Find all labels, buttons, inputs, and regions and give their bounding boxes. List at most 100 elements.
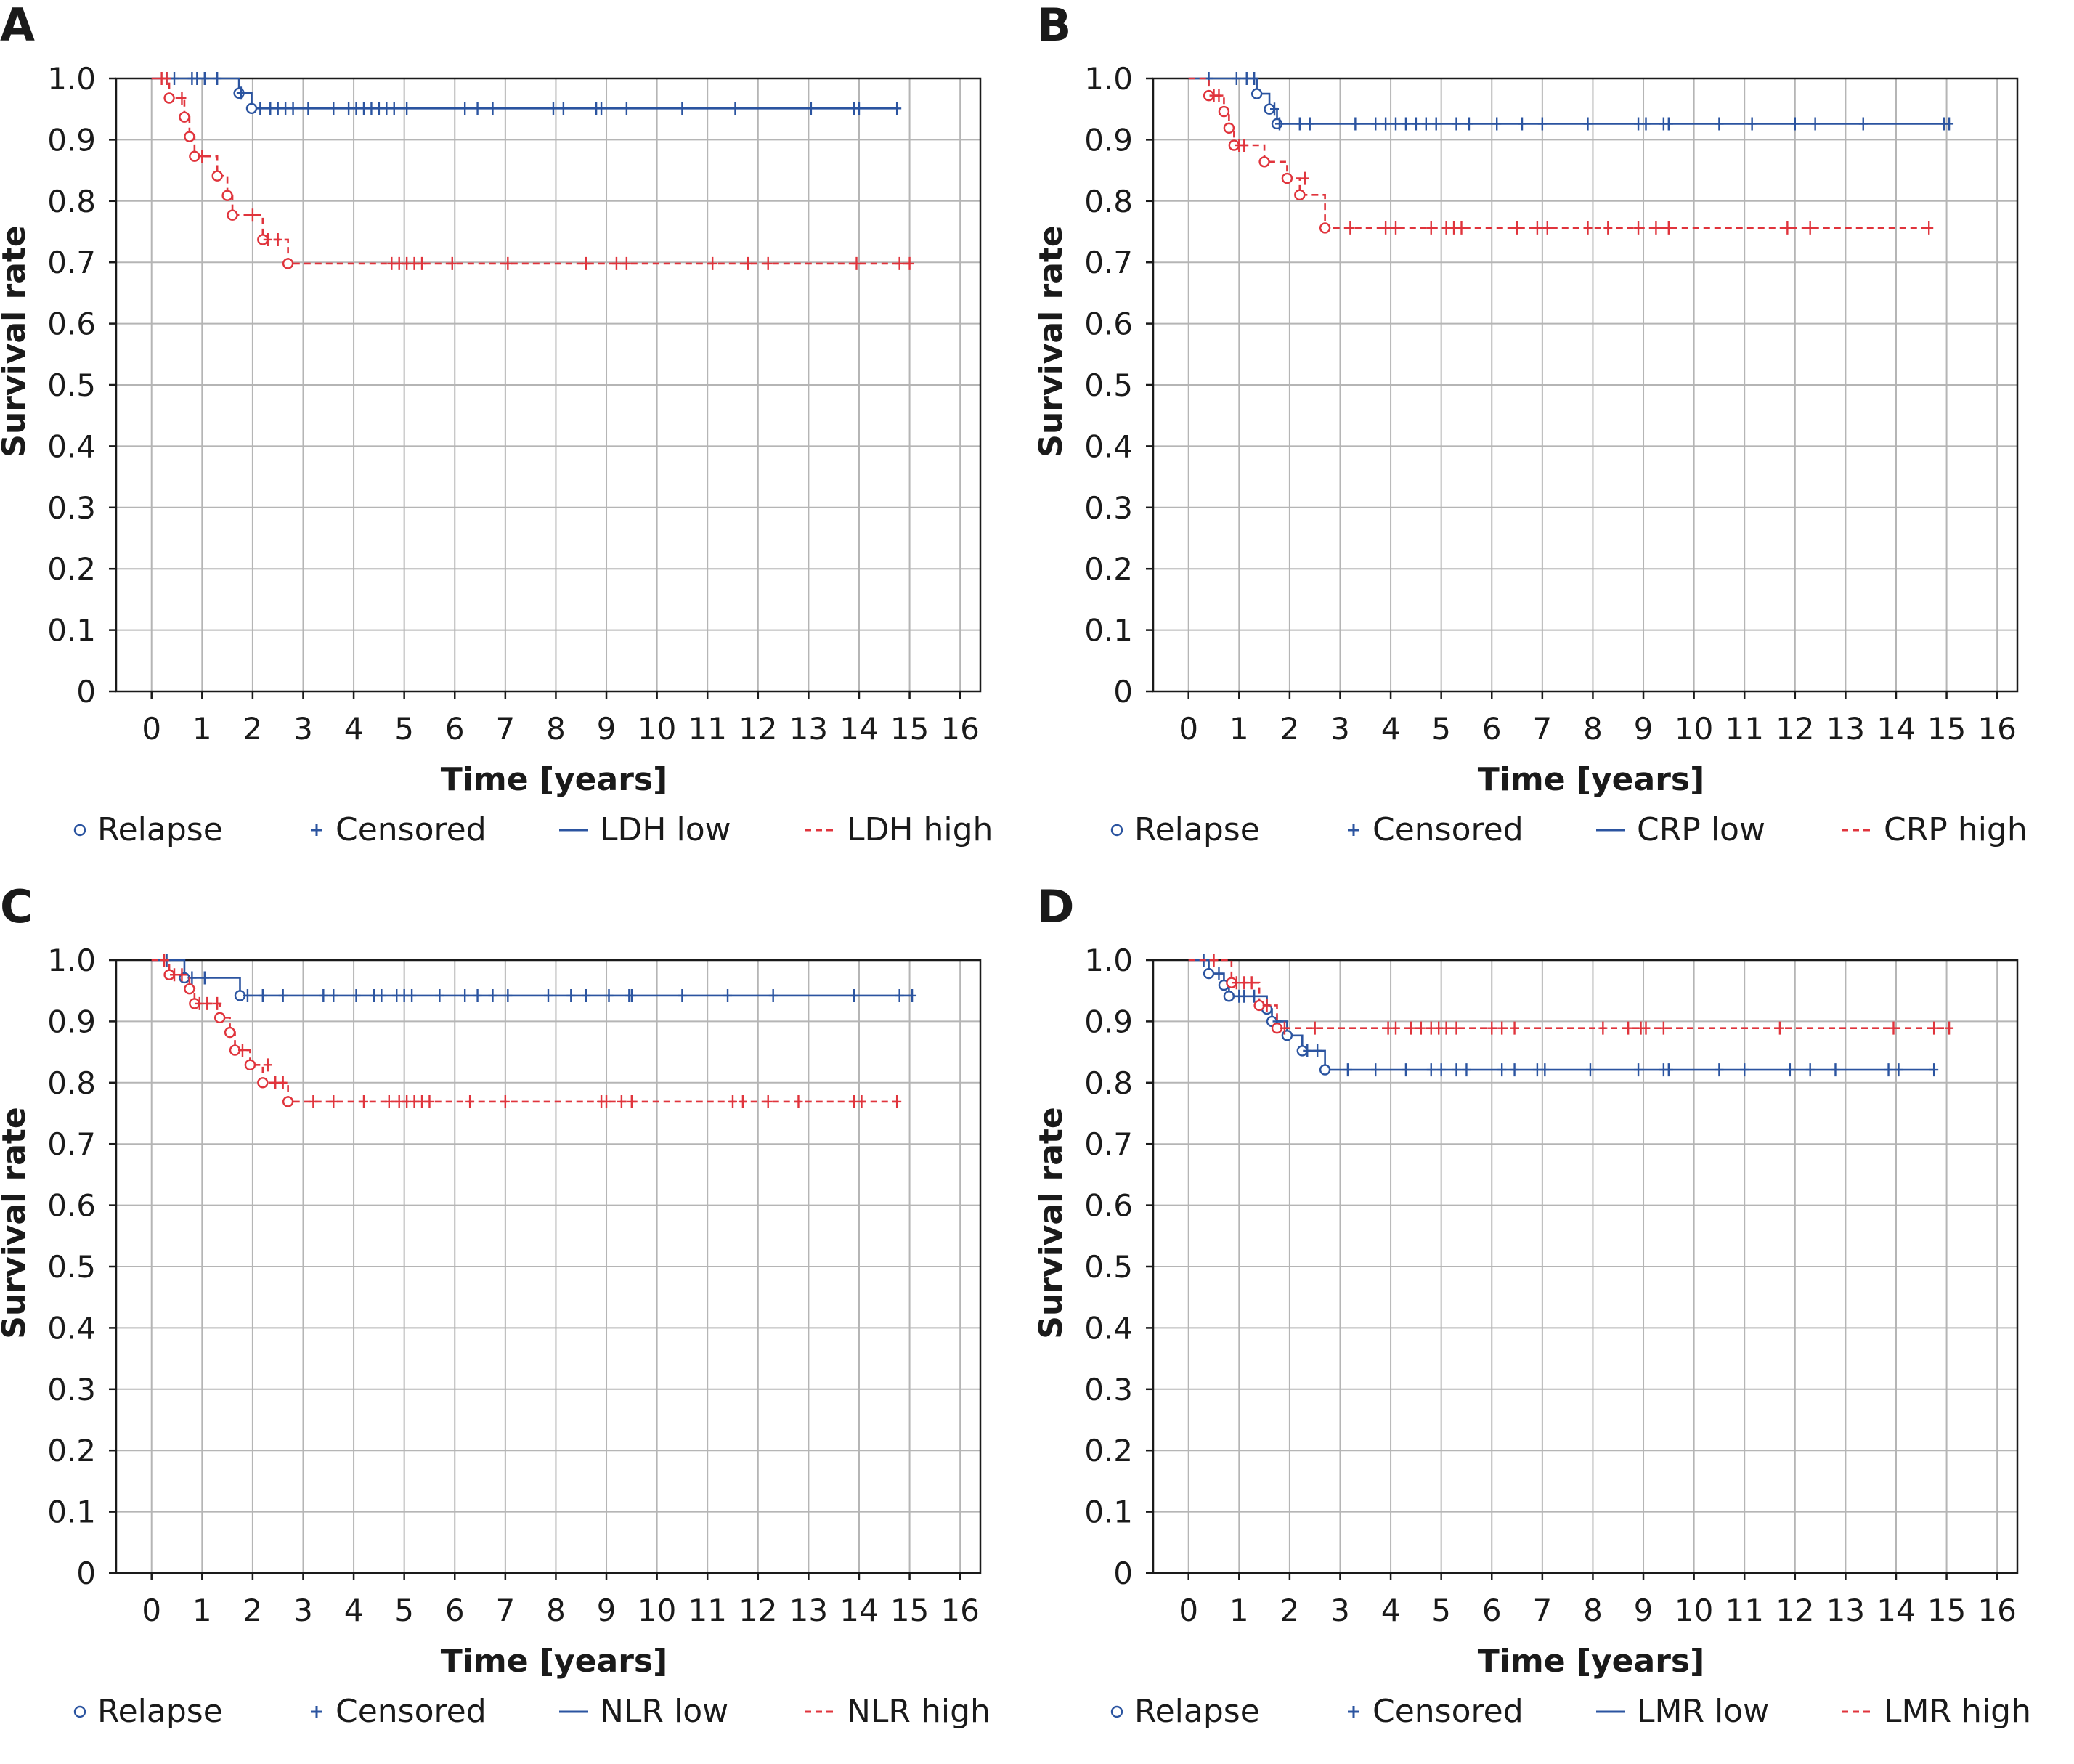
censored-marker xyxy=(892,102,902,115)
x-tick-label: 14 xyxy=(1876,711,1915,747)
censored-marker xyxy=(200,72,209,85)
relapse-marker xyxy=(257,1077,269,1089)
censored-marker xyxy=(382,102,391,115)
y-axis-title: Survival rate xyxy=(1037,1107,1070,1339)
relapse-marker xyxy=(221,190,233,201)
censored-marker xyxy=(1805,1063,1815,1077)
censored-marker xyxy=(198,150,207,163)
legend-high-label: CRP high xyxy=(1884,811,2028,848)
y-tick-label: 0.1 xyxy=(1084,1495,1133,1530)
censored-marker xyxy=(743,256,752,270)
legend-high-label: NLR high xyxy=(847,1693,991,1730)
censored-marker xyxy=(1510,1021,1519,1035)
x-tick-label: 9 xyxy=(1634,1593,1654,1628)
censored-marker xyxy=(738,1094,747,1108)
censored-marker xyxy=(1421,117,1431,131)
x-tick-label: 0 xyxy=(142,1593,161,1628)
censored-marker xyxy=(1371,1063,1380,1077)
y-tick-label: 0 xyxy=(1113,674,1133,710)
censored-marker xyxy=(1532,221,1542,235)
censored-marker xyxy=(389,102,399,115)
censored-marker xyxy=(329,102,338,115)
censored-marker xyxy=(367,102,376,115)
x-tick-label: 13 xyxy=(1826,711,1865,747)
x-tick-label: 5 xyxy=(1431,711,1451,747)
censored-marker xyxy=(1634,117,1643,131)
censored-marker xyxy=(1240,976,1249,990)
y-axis-title: Survival rate xyxy=(0,225,33,458)
series-high xyxy=(151,72,914,270)
relapse-marker xyxy=(163,92,175,104)
legend-relapse-symbol xyxy=(73,824,86,837)
censored-marker xyxy=(213,996,222,1010)
censored-marker xyxy=(237,1044,247,1057)
censored-marker xyxy=(1240,138,1249,152)
censored-marker xyxy=(203,996,212,1010)
censored-marker xyxy=(258,988,267,1002)
relapse-marker xyxy=(245,102,258,115)
censored-marker xyxy=(857,1094,866,1108)
censored-marker xyxy=(1641,117,1651,131)
censored-marker xyxy=(1426,1063,1436,1077)
x-tick-label: 15 xyxy=(1927,711,1966,747)
y-tick-label: 1.0 xyxy=(47,943,96,978)
censored-marker xyxy=(263,1058,272,1072)
censored-marker xyxy=(1381,221,1391,235)
x-axis-title: Time [years] xyxy=(441,1643,667,1680)
censored-marker xyxy=(273,102,282,115)
censored-marker xyxy=(1641,1021,1651,1035)
x-tick-label: 6 xyxy=(445,711,465,747)
survival-curve xyxy=(151,77,898,110)
censored-marker xyxy=(351,988,361,1002)
censored-marker xyxy=(170,72,179,85)
legend-low-label: CRP low xyxy=(1637,811,1765,848)
censored-marker xyxy=(1343,1063,1352,1077)
censored-marker xyxy=(1664,117,1673,131)
censored-marker xyxy=(1452,117,1461,131)
censored-marker xyxy=(460,988,470,1002)
censored-marker xyxy=(723,988,733,1002)
y-tick-label: 0.5 xyxy=(47,1249,96,1285)
x-tick-label: 12 xyxy=(739,711,777,747)
censored-marker xyxy=(1462,1063,1471,1077)
censored-marker xyxy=(1858,117,1868,131)
censored-marker xyxy=(248,208,257,222)
censored-marker xyxy=(558,102,568,115)
x-tick-label: 2 xyxy=(243,1593,263,1628)
panel-d: D 0 0.1 0.2 0.3 0.4 0.5 0.6 0.7 0.8 0.9 1.0 0 1 2 3 4 5 6 7… xyxy=(1037,882,2074,1763)
legend-censored-symbol xyxy=(1348,1706,1359,1718)
y-tick-label: 1.0 xyxy=(1084,943,1133,978)
legend-high-label: LMR high xyxy=(1884,1693,2031,1730)
censored-marker xyxy=(1300,171,1309,185)
censored-marker xyxy=(1747,117,1757,131)
legend-censored-label: Censored xyxy=(1372,811,1524,848)
censored-marker xyxy=(1371,117,1380,131)
legend-relapse-label: Relapse xyxy=(1134,811,1260,848)
series-low xyxy=(1188,954,1939,1077)
censored-marker xyxy=(1426,1021,1436,1035)
censored-marker xyxy=(1310,1021,1319,1035)
censored-marker xyxy=(548,102,558,115)
y-tick-label: 0.3 xyxy=(47,490,96,526)
censored-marker xyxy=(1497,1063,1507,1077)
x-tick-label: 14 xyxy=(839,1593,878,1628)
censored-marker xyxy=(273,232,282,246)
x-tick-label: 2 xyxy=(1280,1593,1300,1628)
x-tick-label: 16 xyxy=(940,711,979,747)
censored-marker xyxy=(627,1094,636,1108)
x-tick-label: 0 xyxy=(1179,711,1198,747)
censored-marker xyxy=(384,1094,394,1108)
censored-marker xyxy=(177,968,187,982)
censored-marker xyxy=(1270,102,1280,116)
x-tick-label: 6 xyxy=(1482,711,1502,747)
y-tick-label: 0.8 xyxy=(1084,184,1133,219)
relapse-marker xyxy=(184,983,195,995)
censored-marker xyxy=(243,988,252,1002)
censored-marker xyxy=(192,72,202,85)
censored-marker xyxy=(1585,1063,1595,1077)
x-axis-title: Time [years] xyxy=(1478,1643,1704,1680)
censored-marker xyxy=(503,988,513,1002)
legend-censored-symbol xyxy=(311,824,322,836)
y-tick-label: 0.9 xyxy=(47,122,96,158)
y-tick-label: 0.6 xyxy=(47,1188,96,1224)
